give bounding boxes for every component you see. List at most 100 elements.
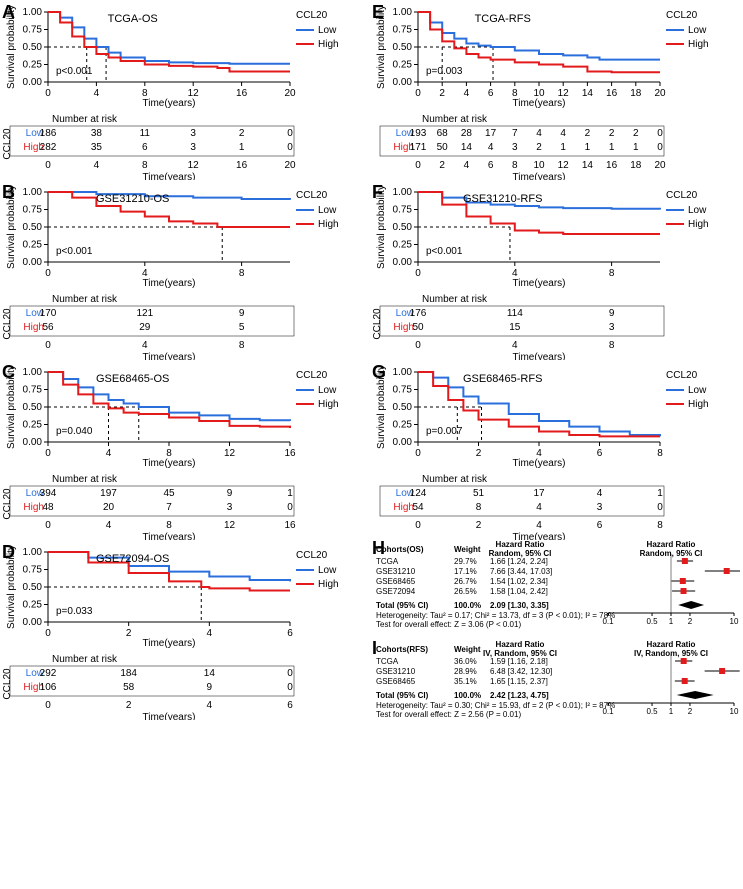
panel-letter: D <box>2 542 15 563</box>
x-axis-label: Time(years) <box>143 98 196 109</box>
risk-cell: 0 <box>287 668 293 679</box>
panel-title: GSE72094-OS <box>96 553 169 565</box>
svg-text:14: 14 <box>582 160 594 171</box>
svg-text:0.50: 0.50 <box>23 402 43 413</box>
risk-cell: 8 <box>476 502 482 513</box>
risk-cell: 1 <box>287 488 293 499</box>
svg-text:Time(years): Time(years) <box>143 712 196 720</box>
km-curve-high <box>418 12 660 72</box>
svg-text:Heterogeneity: Tau² = 0.17; Ch: Heterogeneity: Tau² = 0.17; Chi² = 13.73… <box>376 611 615 620</box>
svg-text:2: 2 <box>688 617 693 626</box>
risk-cell: 1 <box>609 142 615 153</box>
panel-title: GSE68465-RFS <box>463 373 542 385</box>
svg-text:0.5: 0.5 <box>646 617 658 626</box>
svg-text:4: 4 <box>94 160 100 171</box>
svg-text:20: 20 <box>284 160 296 171</box>
legend-title: CCL20 <box>666 190 698 201</box>
risk-cell: 184 <box>120 668 137 679</box>
svg-text:Time(years): Time(years) <box>513 172 566 180</box>
svg-text:0.00: 0.00 <box>23 257 43 268</box>
svg-text:8: 8 <box>609 268 615 279</box>
svg-text:1.00: 1.00 <box>23 7 43 18</box>
svg-text:0.25: 0.25 <box>393 60 413 71</box>
svg-text:16: 16 <box>236 160 248 171</box>
risk-header: Number at risk <box>52 474 118 485</box>
svg-text:2: 2 <box>476 520 482 531</box>
svg-text:0.00: 0.00 <box>393 257 413 268</box>
legend-high: High <box>318 39 339 50</box>
risk-cell: 11 <box>140 128 151 139</box>
svg-text:20: 20 <box>284 88 296 99</box>
svg-text:0.75: 0.75 <box>393 385 413 396</box>
svg-text:0: 0 <box>45 160 51 171</box>
risk-row-high-label: High <box>393 502 414 513</box>
svg-text:0.75: 0.75 <box>23 385 43 396</box>
svg-text:Time(years): Time(years) <box>143 172 196 180</box>
svg-text:0.50: 0.50 <box>23 42 43 53</box>
forest-marker <box>681 588 687 594</box>
svg-text:0.25: 0.25 <box>23 60 43 71</box>
risk-cell: 0 <box>657 128 663 139</box>
svg-text:Hazard Ratio: Hazard Ratio <box>496 540 545 549</box>
svg-text:1.65 [1.15, 2.37]: 1.65 [1.15, 2.37] <box>490 677 548 686</box>
forest-diamond <box>677 691 714 699</box>
risk-cell: 124 <box>410 488 427 499</box>
svg-text:26.5%: 26.5% <box>454 587 477 596</box>
risk-cell: 9 <box>239 308 245 319</box>
panel-title: TCGA-OS <box>108 13 158 25</box>
svg-text:6.48 [3.42, 12.30]: 6.48 [3.42, 12.30] <box>490 667 552 676</box>
panel-letter: B <box>2 182 15 203</box>
svg-text:4: 4 <box>464 160 470 171</box>
svg-text:12: 12 <box>224 520 236 531</box>
svg-text:8: 8 <box>657 520 663 531</box>
svg-text:2: 2 <box>476 448 482 459</box>
svg-text:35.1%: 35.1% <box>454 677 477 686</box>
svg-text:0.25: 0.25 <box>23 600 43 611</box>
svg-text:16: 16 <box>606 160 618 171</box>
risk-cell: 282 <box>40 142 57 153</box>
risk-cell: 0 <box>287 682 293 693</box>
forest-marker <box>682 558 688 564</box>
risk-row-high-label: High <box>23 502 44 513</box>
risk-cell: 3 <box>597 502 603 513</box>
svg-text:1: 1 <box>669 617 674 626</box>
legend-title: CCL20 <box>666 370 698 381</box>
risk-cell: 3 <box>227 502 233 513</box>
legend-low: Low <box>688 385 707 396</box>
forest-diamond <box>678 601 704 609</box>
svg-text:1.59 [1.16, 2.18]: 1.59 [1.16, 2.18] <box>490 657 548 666</box>
svg-text:1.00: 1.00 <box>393 7 413 18</box>
svg-text:8: 8 <box>239 340 245 351</box>
svg-text:8: 8 <box>239 268 245 279</box>
svg-text:29.7%: 29.7% <box>454 557 477 566</box>
panel-title: GSE68465-OS <box>96 373 169 385</box>
legend-title: CCL20 <box>296 10 328 21</box>
legend-low: Low <box>688 205 707 216</box>
svg-text:0: 0 <box>415 340 421 351</box>
risk-row-high-label: High <box>23 322 44 333</box>
svg-text:16: 16 <box>236 88 248 99</box>
risk-cell: 28 <box>461 128 473 139</box>
risk-cell: 50 <box>437 142 449 153</box>
panel-letter: G <box>372 362 386 383</box>
svg-text:Heterogeneity: Tau² = 0.30; Ch: Heterogeneity: Tau² = 0.30; Chi² = 15.93… <box>376 701 615 710</box>
svg-text:8: 8 <box>166 520 172 531</box>
svg-text:4: 4 <box>106 520 112 531</box>
svg-text:8: 8 <box>512 160 518 171</box>
svg-text:CCL20: CCL20 <box>2 128 13 160</box>
p-value: p<0.001 <box>56 66 93 77</box>
risk-cell: 292 <box>40 668 57 679</box>
p-value: p<0.001 <box>426 246 463 257</box>
svg-text:Weight: Weight <box>454 645 481 654</box>
svg-text:0.1: 0.1 <box>602 617 614 626</box>
svg-text:36.0%: 36.0% <box>454 657 477 666</box>
legend-title: CCL20 <box>296 550 328 561</box>
svg-text:GSE68465: GSE68465 <box>376 577 416 586</box>
risk-cell: 1 <box>633 142 639 153</box>
svg-text:Test for overall effect: Z = 2: Test for overall effect: Z = 2.56 (P = 0… <box>376 710 521 719</box>
svg-text:12: 12 <box>224 448 236 459</box>
svg-text:4: 4 <box>536 520 542 531</box>
svg-text:0.75: 0.75 <box>393 25 413 36</box>
risk-cell: 20 <box>103 502 115 513</box>
risk-cell: 3 <box>190 142 196 153</box>
